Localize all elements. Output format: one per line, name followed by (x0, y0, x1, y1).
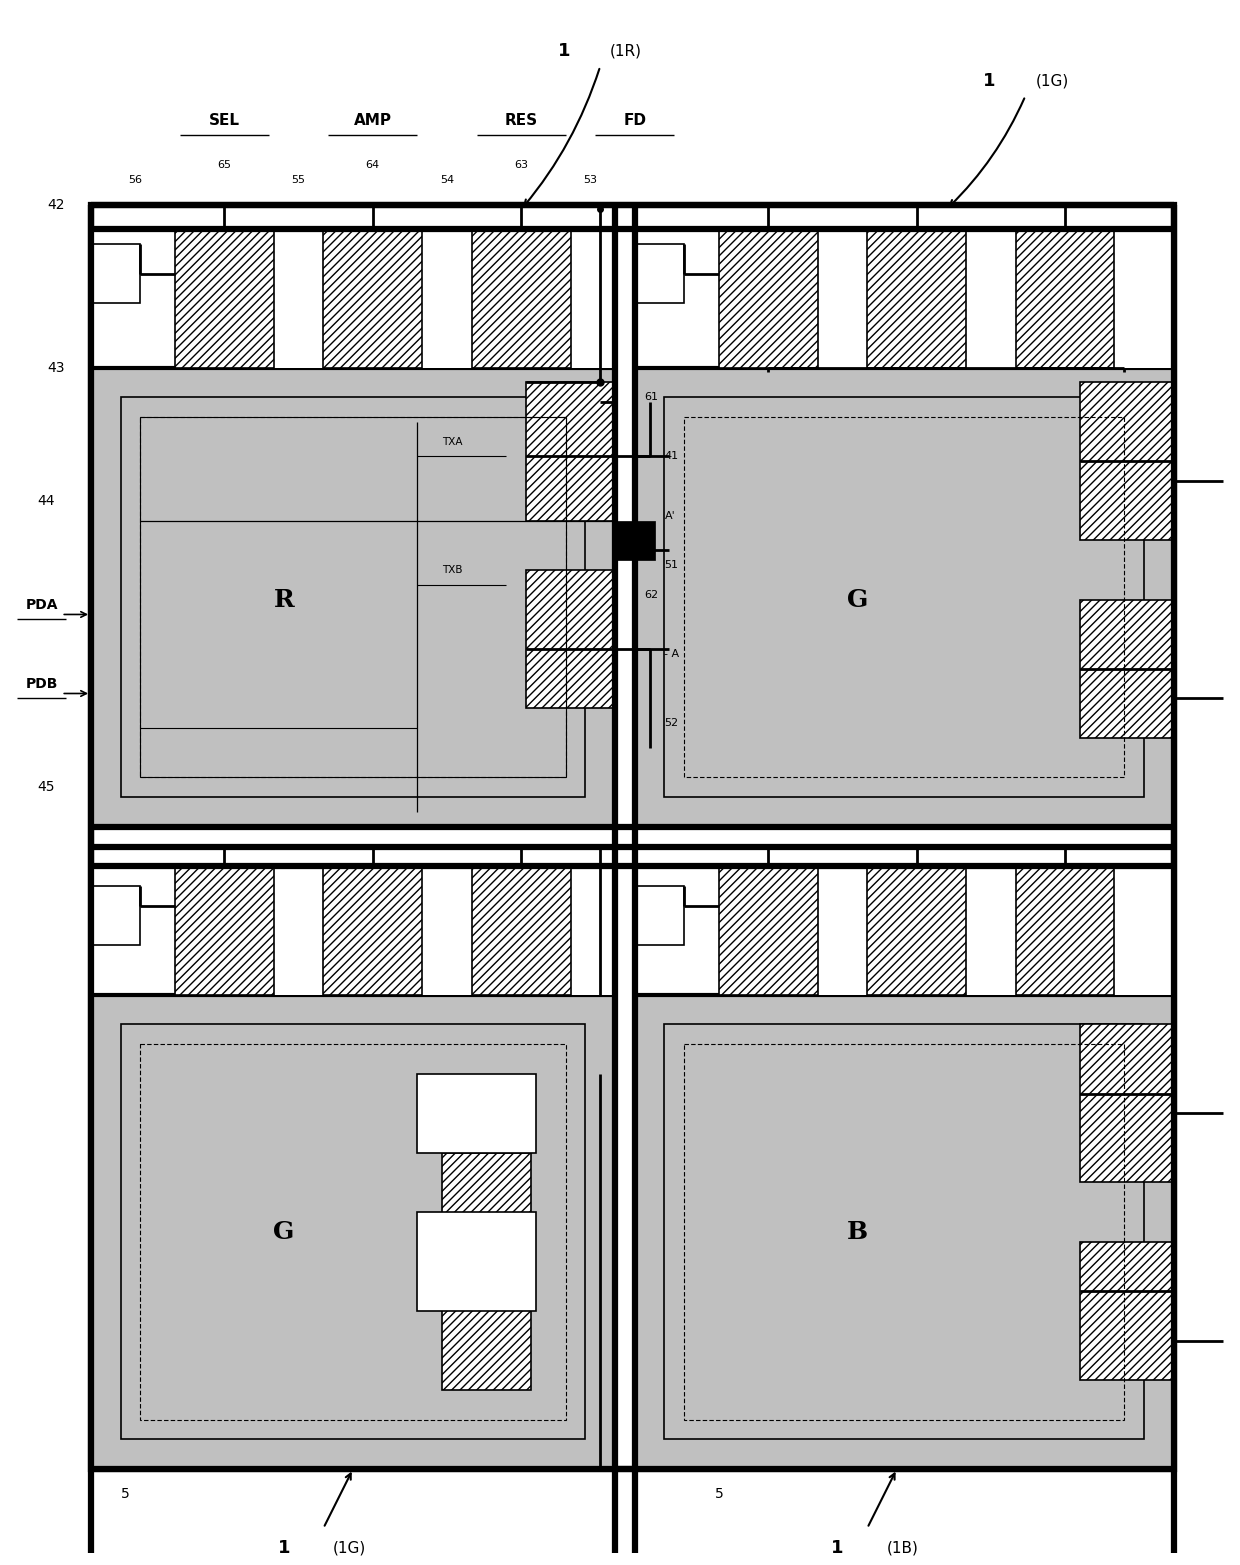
Bar (140, 416, 565, 778)
Bar (1080, 599, 1174, 739)
Bar (966, 867, 1016, 995)
Text: 1: 1 (278, 1538, 290, 1557)
Text: - A: - A (665, 649, 680, 659)
Text: 55: 55 (291, 175, 305, 185)
Bar (817, 867, 867, 995)
Text: (1B): (1B) (887, 1540, 919, 1556)
Text: 1: 1 (558, 42, 570, 61)
Text: G: G (273, 1219, 294, 1244)
Bar (719, 867, 817, 995)
Bar (441, 1291, 531, 1390)
Text: 62: 62 (645, 590, 658, 599)
Text: 52: 52 (665, 718, 678, 728)
Bar (719, 228, 817, 368)
Text: AMP: AMP (353, 113, 392, 128)
Text: PDA: PDA (25, 598, 58, 612)
Text: 41: 41 (665, 451, 678, 462)
Bar (175, 867, 274, 995)
Bar (635, 244, 684, 304)
Bar (867, 228, 966, 368)
Text: R: R (274, 587, 294, 612)
Text: G: G (847, 587, 868, 612)
Bar (91, 867, 615, 995)
Bar (684, 416, 1125, 778)
Bar (665, 398, 1145, 797)
Text: 61: 61 (645, 393, 658, 402)
Bar (140, 1044, 565, 1419)
Bar (418, 1074, 536, 1153)
Bar (635, 995, 1174, 1470)
Bar (635, 886, 684, 945)
Bar (966, 228, 1016, 368)
Bar (1016, 867, 1115, 995)
Bar (817, 228, 867, 368)
Bar (665, 1025, 1145, 1440)
Bar (526, 570, 615, 709)
Text: 65: 65 (217, 160, 232, 171)
Text: (1G): (1G) (1035, 74, 1069, 89)
Text: 5: 5 (714, 1487, 723, 1501)
Text: 63: 63 (515, 160, 528, 171)
Bar (1115, 228, 1174, 368)
Bar (120, 398, 585, 797)
Bar (423, 867, 471, 995)
Text: RES: RES (505, 113, 538, 128)
Text: 53: 53 (583, 175, 598, 185)
Bar (471, 867, 570, 995)
Bar (91, 205, 1174, 1470)
Bar (175, 228, 274, 368)
Text: 1: 1 (831, 1538, 843, 1557)
Bar (91, 368, 615, 826)
Text: 54: 54 (440, 175, 454, 185)
Bar (1080, 382, 1174, 540)
Bar (1016, 228, 1115, 368)
Text: (1G): (1G) (334, 1540, 367, 1556)
Text: FD: FD (624, 113, 646, 128)
Text: A': A' (665, 510, 676, 521)
Text: B: B (847, 1219, 868, 1244)
Bar (526, 382, 615, 521)
Text: 45: 45 (37, 781, 56, 795)
Bar (867, 867, 966, 995)
Text: PDB: PDB (25, 676, 58, 690)
Bar (91, 228, 615, 368)
Bar (418, 1213, 536, 1311)
Bar (615, 521, 655, 560)
Bar (120, 1025, 585, 1440)
Bar (324, 228, 423, 368)
Text: 44: 44 (37, 495, 56, 509)
Bar (324, 867, 423, 995)
Bar (471, 228, 570, 368)
Bar (423, 228, 471, 368)
Bar (1115, 867, 1174, 995)
Bar (570, 228, 615, 368)
Bar (635, 368, 1174, 826)
Bar (91, 244, 140, 304)
Bar (274, 228, 324, 368)
Text: 56: 56 (129, 175, 143, 185)
Text: 42: 42 (47, 197, 66, 211)
Text: 51: 51 (665, 560, 678, 570)
Bar (635, 867, 1174, 995)
Bar (570, 867, 615, 995)
Text: (1R): (1R) (610, 44, 642, 59)
Text: 64: 64 (366, 160, 379, 171)
Bar (441, 1153, 531, 1222)
Text: 5: 5 (122, 1487, 130, 1501)
Bar (684, 1044, 1125, 1419)
Bar (140, 416, 565, 778)
Bar (91, 886, 140, 945)
Bar (274, 867, 324, 995)
Bar (1080, 1025, 1174, 1183)
Text: TXA: TXA (441, 437, 463, 446)
Bar (1080, 1241, 1174, 1380)
Text: 1: 1 (983, 72, 996, 91)
Text: TXB: TXB (441, 565, 463, 574)
Text: 43: 43 (47, 360, 66, 374)
Text: SEL: SEL (210, 113, 241, 128)
Bar (91, 995, 615, 1470)
Bar (635, 228, 1174, 368)
